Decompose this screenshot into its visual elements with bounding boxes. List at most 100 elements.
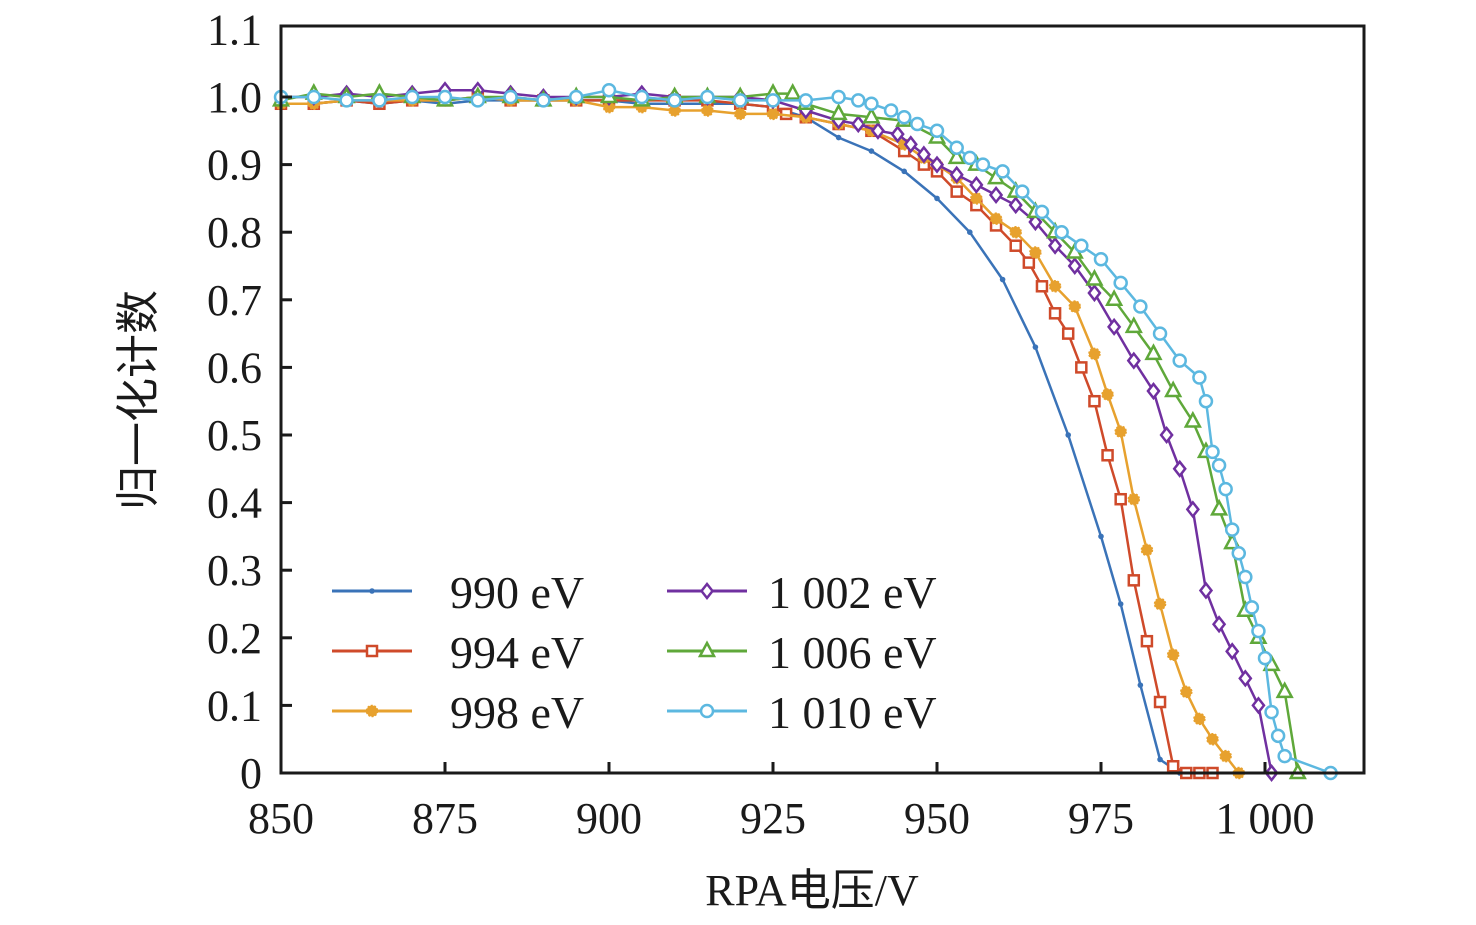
- data-point: [339, 93, 354, 108]
- series-994-eV: [274, 90, 1219, 780]
- data-point: [1035, 280, 1049, 293]
- data-point: [1067, 256, 1082, 276]
- data-point: [1219, 749, 1232, 763]
- data-point: [1054, 224, 1069, 240]
- data-point: [1048, 280, 1062, 293]
- data-point: [1153, 597, 1167, 611]
- data-point: [1198, 581, 1214, 600]
- data-point: [1157, 756, 1163, 763]
- data-point: [568, 89, 584, 105]
- data-point: [1008, 196, 1023, 215]
- data-point: [1117, 601, 1124, 607]
- data-point: [1275, 681, 1294, 699]
- data-point: [536, 93, 551, 108]
- data-point: [1101, 388, 1114, 401]
- legend-item: 1 010 eV: [667, 687, 937, 738]
- data-point: [1140, 634, 1154, 648]
- data-point: [1034, 204, 1050, 220]
- data-point: [999, 276, 1006, 283]
- data-point: [1015, 184, 1030, 199]
- data-point: [1224, 522, 1240, 537]
- legend: 990 eV 994 eV 998 eV 1 002 eV 1 006 eV 1 010 …: [332, 567, 937, 738]
- data-point: [1009, 239, 1022, 252]
- legend-label: 1 002 eV: [768, 567, 937, 618]
- data-point: [1244, 600, 1260, 615]
- legend-item: 1 002 eV: [667, 567, 937, 618]
- data-point: [1270, 728, 1286, 744]
- data-point: [1085, 268, 1104, 286]
- data-point: [989, 212, 1003, 225]
- data-point: [1028, 213, 1043, 232]
- data-point: [1093, 251, 1109, 267]
- data-point: [365, 644, 379, 658]
- data-point: [1193, 712, 1206, 726]
- y-tick-label: 0: [240, 749, 262, 798]
- data-point: [437, 89, 453, 105]
- y-tick-label: 0.4: [207, 479, 262, 528]
- data-point: [1180, 685, 1193, 699]
- legend-label: 1 010 eV: [768, 687, 937, 738]
- y-axis-title: 归一化计数: [114, 290, 163, 510]
- data-point: [929, 155, 945, 174]
- data-point: [903, 135, 918, 154]
- data-point: [1183, 410, 1202, 428]
- x-tick-label: 975: [1068, 794, 1134, 843]
- data-point: [1166, 759, 1180, 773]
- data-point: [700, 89, 715, 105]
- data-point: [995, 164, 1010, 179]
- legend-item: 998 eV: [332, 687, 584, 738]
- series-layer: [271, 81, 1338, 783]
- data-point: [1218, 481, 1233, 497]
- data-point: [1061, 327, 1075, 340]
- data-point: [1009, 225, 1022, 239]
- legend-label: 990 eV: [450, 567, 584, 618]
- data-point: [470, 93, 486, 108]
- y-tick-label: 0.3: [207, 546, 262, 595]
- data-point: [798, 93, 814, 108]
- data-point: [1231, 546, 1247, 561]
- data-point: [372, 93, 387, 108]
- data-point: [1140, 543, 1154, 557]
- data-point: [870, 121, 886, 140]
- series-1-010-eV: [273, 82, 1338, 781]
- legend-item: 1 006 eV: [667, 627, 937, 678]
- series-line: [281, 99, 1181, 775]
- data-point: [365, 704, 379, 718]
- data-point: [949, 165, 964, 184]
- data-point: [1251, 696, 1266, 715]
- data-point: [950, 185, 963, 198]
- y-tick-label: 0.9: [207, 141, 262, 190]
- y-tick-label: 0.7: [207, 276, 262, 325]
- data-point: [1257, 650, 1273, 666]
- series-998-eV: [274, 90, 1246, 780]
- data-point: [1146, 382, 1161, 401]
- data-point: [503, 89, 518, 105]
- data-point: [1211, 615, 1227, 634]
- y-axis: 0 0.1 0.2 0.3 0.4 0.5 0.6 0.7 0.8 0.9 1.0 1.1: [207, 5, 292, 798]
- data-point: [862, 106, 881, 124]
- plot-frame: [279, 24, 1366, 775]
- data-point: [1114, 492, 1127, 506]
- series-line: [281, 95, 1240, 774]
- series-990-eV: [278, 97, 1183, 776]
- data-point: [1185, 500, 1200, 519]
- data-point: [766, 107, 780, 121]
- data-point: [851, 115, 866, 134]
- data-point: [1075, 361, 1088, 374]
- data-point: [916, 145, 931, 164]
- data-point: [1205, 444, 1220, 460]
- x-tick-label: 850: [248, 794, 314, 843]
- data-point: [864, 96, 879, 112]
- data-point: [1126, 351, 1141, 370]
- data-point: [1029, 246, 1042, 259]
- data-point: [1192, 370, 1207, 385]
- data-point: [969, 175, 984, 194]
- data-point: [962, 150, 978, 166]
- legend-label: 994 eV: [450, 627, 584, 678]
- y-tick-label: 0.6: [207, 343, 262, 392]
- data-point: [1209, 498, 1229, 516]
- series-line: [281, 88, 1332, 775]
- data-point: [910, 116, 925, 132]
- data-point: [1198, 393, 1214, 409]
